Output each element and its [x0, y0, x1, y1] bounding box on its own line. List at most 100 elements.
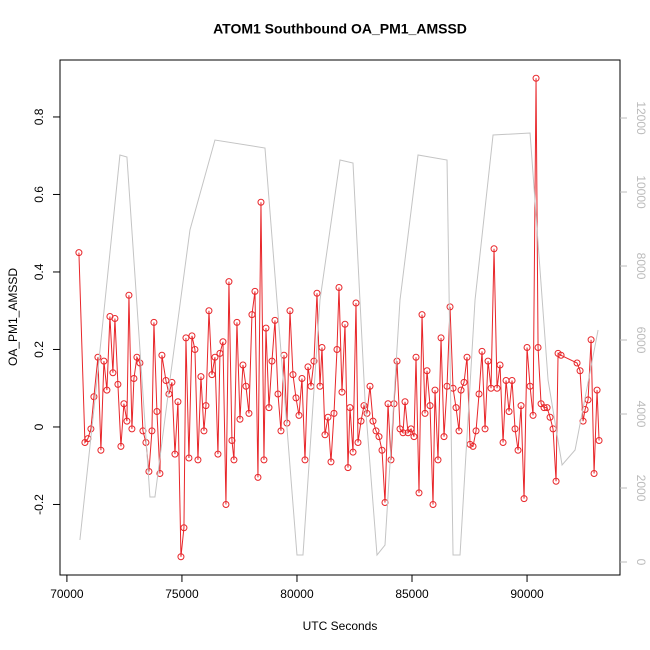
data-point [214, 450, 222, 458]
data-point [493, 384, 501, 392]
data-point [363, 409, 371, 417]
data-point [87, 425, 95, 433]
data-point [437, 334, 445, 342]
data-point [130, 375, 138, 383]
y-tick-label: -0.2 [32, 494, 46, 515]
data-point [557, 351, 565, 359]
data-point [245, 409, 253, 417]
data-point [248, 311, 256, 319]
data-point [158, 351, 166, 359]
data-point [352, 299, 360, 307]
data-point [415, 489, 423, 497]
data-point [344, 464, 352, 472]
x-axis-label: UTC Seconds [303, 619, 378, 633]
data-point [508, 376, 516, 384]
data-point [100, 357, 108, 365]
y2-tick-label: 10000 [634, 175, 648, 209]
data-point [136, 359, 144, 367]
x-tick-label: 70000 [50, 587, 84, 601]
data-point [378, 446, 386, 454]
data-point [469, 442, 477, 450]
data-point [460, 378, 468, 386]
data-point [341, 320, 349, 328]
data-point [123, 417, 131, 425]
data-point [426, 402, 434, 410]
data-point [225, 278, 233, 286]
data-point [318, 344, 326, 352]
data-point [434, 456, 442, 464]
data-point [511, 425, 519, 433]
data-point [366, 382, 374, 390]
data-point [219, 338, 227, 346]
y-axis-label: OA_PM1_AMSSD [6, 268, 20, 366]
data-point [457, 386, 465, 394]
y-tick-label: 0.6 [32, 186, 46, 203]
y-tick-label: 0.8 [32, 108, 46, 125]
data-point [310, 357, 318, 365]
data-point [452, 404, 460, 412]
data-point [109, 369, 117, 377]
data-point [552, 477, 560, 485]
chart-title: ATOM1 Southbound OA_PM1_AMSSD [213, 21, 467, 37]
data-point [233, 318, 241, 326]
data-point [271, 316, 279, 324]
data-point [540, 404, 548, 412]
data-point [520, 495, 528, 503]
y-tick-label: 0.2 [32, 341, 46, 358]
y2-tick-label: 0 [634, 559, 648, 566]
data-point [357, 417, 365, 425]
data-point [463, 353, 471, 361]
data-point [211, 353, 219, 361]
data-point [230, 456, 238, 464]
data-point [321, 431, 329, 439]
data-point [168, 378, 176, 386]
data-point [595, 437, 603, 445]
data-point [429, 500, 437, 508]
data-point [369, 417, 377, 425]
data-point [75, 249, 83, 257]
data-point [505, 407, 513, 415]
data-point [188, 332, 196, 340]
data-point [499, 438, 507, 446]
data-point [274, 390, 282, 398]
data-point [399, 429, 407, 437]
data-point [490, 245, 498, 253]
data-point [111, 314, 119, 322]
data-point [446, 303, 454, 311]
data-point [289, 371, 297, 379]
x-tick-label: 85000 [395, 587, 429, 601]
data-point [216, 349, 224, 357]
y2-tick-label: 6000 [634, 327, 648, 354]
data-point [205, 307, 213, 315]
data-point [133, 353, 141, 361]
data-point [254, 473, 262, 481]
data-point [587, 336, 595, 344]
data-point [191, 345, 199, 353]
data-point [301, 456, 309, 464]
data-point [180, 524, 188, 532]
y-tick-label: 0.4 [32, 263, 46, 280]
data-point [197, 373, 205, 381]
data-point [581, 406, 589, 414]
data-point [145, 468, 153, 476]
data-point [455, 427, 463, 435]
data-point [338, 388, 346, 396]
data-point [440, 433, 448, 441]
data-point [239, 361, 247, 369]
data-point [529, 411, 537, 419]
data-point [286, 307, 294, 315]
y2-tick-label: 2000 [634, 475, 648, 502]
y2-tick-label: 4000 [634, 401, 648, 428]
data-point [103, 386, 111, 394]
data-point [346, 404, 354, 412]
x-tick-label: 90000 [510, 587, 544, 601]
data-point [335, 283, 343, 291]
data-point [120, 400, 128, 408]
data-point [251, 287, 259, 295]
series-line [78, 78, 600, 557]
data-point [496, 361, 504, 369]
data-point [94, 353, 102, 361]
data-point [200, 427, 208, 435]
data-point [412, 353, 420, 361]
data-point [257, 198, 265, 206]
